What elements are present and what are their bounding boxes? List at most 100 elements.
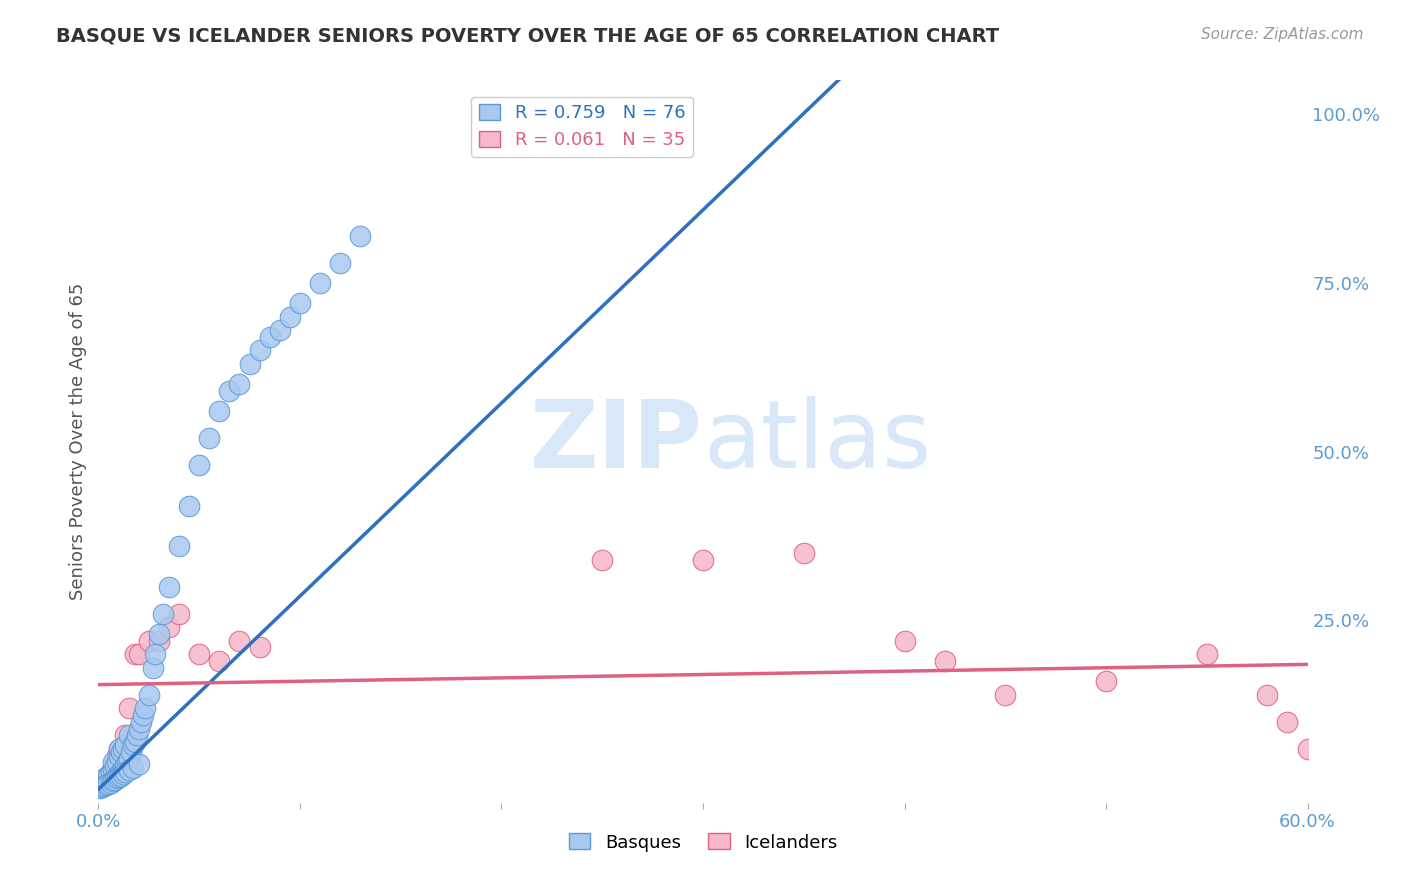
Point [89, 779, 111, 793]
Point [249, 343, 271, 358]
Point [111, 762, 134, 776]
Point [101, 762, 124, 776]
Point [128, 647, 150, 661]
Point [101, 762, 124, 776]
Point [1277, 714, 1299, 729]
Point [143, 647, 166, 661]
Point [148, 633, 170, 648]
Point [97, 769, 120, 783]
Point [124, 735, 146, 749]
Point [893, 633, 915, 648]
Point [97, 777, 120, 791]
Point [107, 741, 129, 756]
Point [269, 323, 291, 337]
Point [309, 276, 332, 290]
Point [138, 688, 160, 702]
Point [105, 748, 128, 763]
Point [110, 765, 132, 780]
Point [111, 767, 134, 781]
Point [167, 539, 190, 553]
Point [96, 775, 118, 789]
Point [124, 647, 146, 661]
Point [118, 752, 141, 766]
Point [208, 654, 231, 668]
Point [188, 647, 211, 661]
Point [91, 777, 114, 791]
Point [91, 777, 114, 791]
Point [103, 772, 125, 787]
Point [118, 701, 141, 715]
Point [93, 775, 115, 789]
Point [134, 701, 156, 715]
Point [96, 770, 118, 784]
Point [157, 580, 180, 594]
Point [107, 741, 129, 756]
Point [107, 748, 129, 763]
Point [105, 756, 128, 770]
Point [121, 761, 143, 775]
Point [1256, 688, 1278, 702]
Point [249, 640, 271, 655]
Y-axis label: Seniors Poverty Over the Age of 65: Seniors Poverty Over the Age of 65 [69, 283, 87, 600]
Point [148, 627, 170, 641]
Legend: Basques, Icelanders: Basques, Icelanders [561, 826, 845, 859]
Point [228, 377, 250, 392]
Point [132, 708, 155, 723]
Point [157, 620, 180, 634]
Point [111, 741, 134, 756]
Point [93, 772, 115, 787]
Point [91, 780, 114, 794]
Point [125, 728, 148, 742]
Text: ZIP: ZIP [530, 395, 703, 488]
Point [591, 552, 613, 566]
Point [100, 765, 122, 780]
Text: atlas: atlas [703, 395, 931, 488]
Point [103, 756, 125, 770]
Point [208, 404, 231, 418]
Point [100, 774, 122, 789]
Point [114, 739, 136, 753]
Point [239, 357, 262, 371]
Point [138, 633, 160, 648]
Point [91, 774, 114, 789]
Point [198, 431, 221, 445]
Point [692, 552, 714, 566]
Point [105, 769, 128, 783]
Point [89, 780, 111, 795]
Point [118, 764, 141, 778]
Point [97, 777, 120, 791]
Point [100, 775, 122, 789]
Point [114, 758, 136, 772]
Point [110, 745, 132, 759]
Text: BASQUE VS ICELANDER SENIORS POVERTY OVER THE AGE OF 65 CORRELATION CHART: BASQUE VS ICELANDER SENIORS POVERTY OVER… [56, 27, 1000, 45]
Point [329, 255, 352, 269]
Point [110, 756, 132, 770]
Point [89, 779, 111, 793]
Point [110, 769, 132, 783]
Point [103, 770, 125, 784]
Point [107, 767, 129, 781]
Point [103, 758, 125, 772]
Point [129, 714, 152, 729]
Point [96, 772, 118, 787]
Point [349, 228, 371, 243]
Point [93, 778, 115, 792]
Point [118, 728, 141, 742]
Point [288, 296, 311, 310]
Point [188, 458, 211, 472]
Point [100, 765, 122, 780]
Point [128, 722, 150, 736]
Point [142, 661, 165, 675]
Point [115, 756, 138, 770]
Text: Source: ZipAtlas.com: Source: ZipAtlas.com [1201, 27, 1364, 42]
Point [107, 770, 129, 784]
Point [152, 607, 174, 621]
Point [934, 654, 956, 668]
Point [105, 772, 128, 786]
Point [121, 739, 143, 753]
Point [114, 765, 136, 780]
Point [179, 499, 201, 513]
Point [793, 546, 815, 560]
Point [1095, 674, 1118, 689]
Point [994, 688, 1017, 702]
